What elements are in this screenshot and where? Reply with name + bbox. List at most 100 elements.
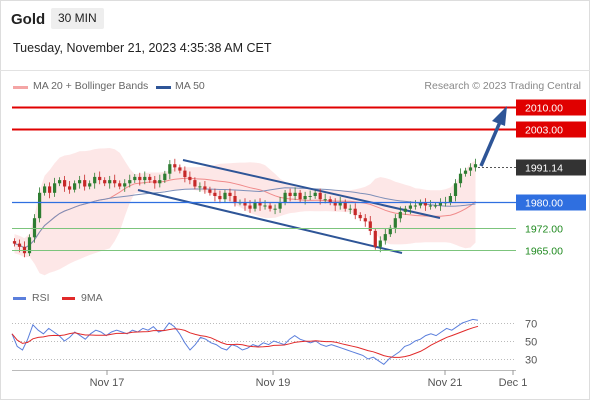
candle-body — [403, 208, 407, 212]
candle-body — [188, 176, 192, 181]
chart-header: Gold 30 MIN — [0, 0, 590, 36]
candle-body — [93, 176, 97, 184]
level-resistance-2010-00: 2010.00 — [12, 99, 586, 116]
candle-body — [138, 176, 142, 181]
candle — [98, 171, 102, 185]
candle-body — [448, 196, 452, 203]
candle — [348, 204, 352, 215]
candle-body — [328, 199, 332, 203]
rsi-9ma-line — [11, 325, 479, 358]
level-resistance-2003-00: 2003.00 — [12, 121, 586, 138]
candle-body — [368, 221, 372, 231]
candle — [408, 201, 412, 215]
x-tick-label: Nov 17 — [90, 377, 125, 389]
legend-rsi-label: RSI — [32, 292, 50, 304]
candle-body — [113, 180, 117, 184]
candle — [58, 177, 62, 187]
candle — [463, 167, 468, 177]
candle — [208, 186, 212, 196]
candle-body — [288, 192, 292, 196]
candle — [93, 172, 97, 189]
candle-body — [43, 186, 47, 193]
candle — [133, 174, 137, 183]
candle — [188, 171, 192, 185]
candle-body — [418, 202, 422, 206]
candle — [458, 168, 463, 188]
level-support-1972-00: 1972.00 — [12, 224, 563, 236]
candle — [288, 188, 292, 202]
candle — [183, 166, 187, 183]
candle-body — [273, 208, 277, 210]
candle-body — [53, 183, 57, 193]
candle — [473, 158, 478, 172]
candle-body — [208, 189, 212, 193]
candle-body — [278, 202, 282, 209]
pivot-label: 1980.00 — [525, 198, 563, 210]
candle — [418, 199, 422, 209]
pivot-tag — [516, 194, 586, 211]
candle — [393, 214, 397, 234]
candle — [228, 188, 232, 202]
candle — [423, 198, 427, 211]
x-tick-label: Dec 1 — [499, 377, 528, 389]
candle — [413, 200, 417, 210]
candle-body — [388, 227, 392, 235]
candle — [38, 187, 42, 223]
candle-body — [98, 176, 102, 181]
candle-body — [243, 202, 247, 206]
candle — [168, 160, 172, 180]
candle-body — [83, 180, 87, 187]
candle — [198, 182, 202, 192]
candle-body — [263, 205, 267, 207]
candle — [27, 234, 32, 257]
candle-body — [398, 211, 402, 219]
projection-arrow-head — [492, 106, 507, 126]
candle-body — [153, 180, 157, 184]
candle — [83, 174, 87, 191]
candle — [223, 189, 227, 203]
projection-arrow-shaft — [479, 121, 502, 167]
candle — [123, 179, 127, 192]
timeframe-badge[interactable]: 30 MIN — [51, 8, 104, 29]
last-price-label: 1991.14 — [525, 163, 563, 175]
candle-body — [128, 180, 132, 184]
candle — [468, 163, 473, 176]
candle-body — [32, 218, 37, 238]
candle-body — [293, 192, 297, 196]
candle-body — [198, 186, 202, 188]
candle-body — [88, 183, 92, 187]
x-tick-label: Nov 19 — [256, 377, 291, 389]
candle-body — [383, 234, 387, 241]
timestamp: Tuesday, November 21, 2023 4:35:38 AM CE… — [13, 41, 272, 55]
level-pivot-1980-00: 1980.00 — [12, 194, 586, 211]
candle-body — [183, 170, 187, 177]
candle-body — [258, 202, 262, 206]
candle-body — [423, 202, 427, 206]
candle — [12, 238, 17, 247]
candle — [433, 202, 437, 209]
candle-body — [318, 192, 322, 200]
candle-body — [173, 164, 177, 168]
candle — [343, 199, 347, 212]
candle-body — [283, 192, 287, 203]
candle — [323, 193, 327, 204]
candle-body — [27, 237, 32, 254]
candle — [258, 198, 262, 211]
candle — [253, 199, 257, 212]
candle-body — [178, 167, 182, 171]
level-last-1991-14: 1991.14 — [478, 159, 586, 176]
candle-body — [323, 199, 327, 201]
candle-body — [313, 192, 317, 196]
candle — [158, 174, 162, 188]
candle — [368, 215, 372, 236]
candle — [428, 200, 432, 210]
last-price-tag — [516, 159, 586, 176]
candle-body — [348, 208, 352, 210]
candle — [438, 198, 442, 211]
candle — [293, 187, 297, 201]
candle — [273, 204, 277, 215]
candle-body — [248, 205, 252, 209]
candle-body — [358, 215, 362, 219]
candle-body — [143, 176, 147, 181]
legend-ma20-label: MA 20 + Bollinger Bands — [33, 80, 149, 92]
